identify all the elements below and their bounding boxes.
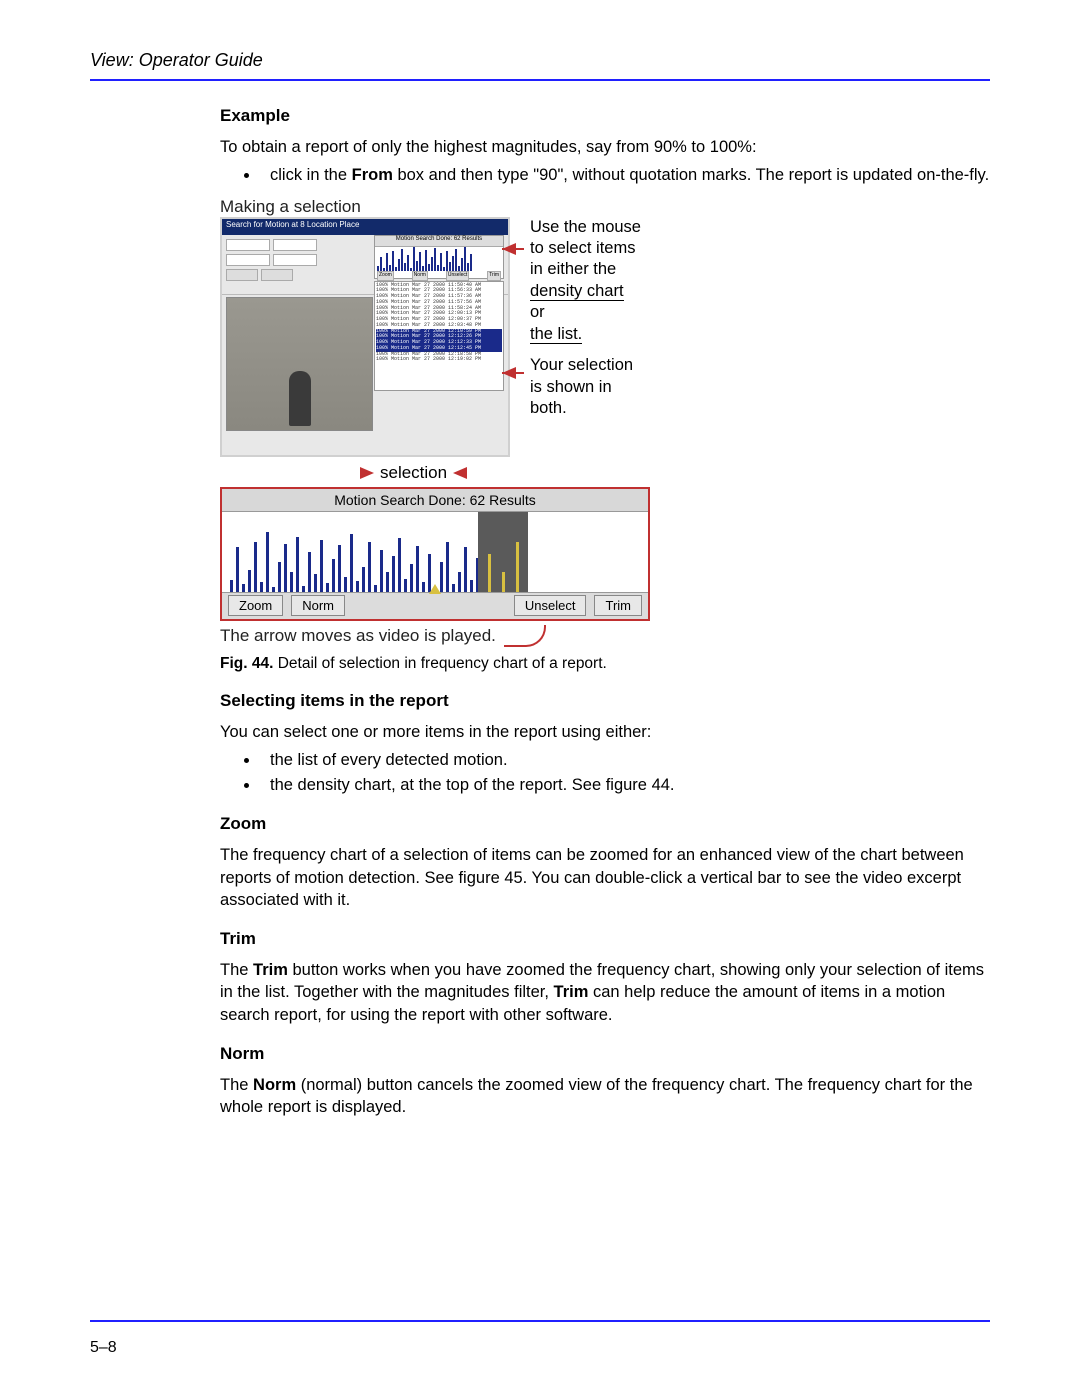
trim-button[interactable]: Trim: [594, 595, 642, 616]
caption-text: Detail of selection in frequency chart o…: [273, 655, 606, 672]
text: the list.: [530, 325, 582, 344]
selecting-bullet-2: the density chart, at the top of the rep…: [260, 774, 990, 796]
mini-unselect-button[interactable]: Unselect: [446, 271, 469, 281]
video-preview: [226, 297, 373, 431]
selected-bar: [516, 542, 519, 592]
arrow-line: [502, 248, 524, 250]
header-rule: [90, 79, 990, 81]
figure-caption: Fig. 44. Detail of selection in frequenc…: [220, 655, 990, 673]
bold-from: From: [352, 166, 393, 184]
chart-plot-area: [222, 512, 648, 593]
caption-number: Fig. 44.: [220, 655, 273, 672]
figure-label-making-selection: Making a selection: [220, 197, 740, 217]
chart-button-row: Zoom Norm Unselect Trim: [222, 593, 648, 619]
arrow-icon: [453, 467, 467, 479]
selecting-intro: You can select one or more items in the …: [220, 721, 990, 743]
text: (normal) button cancels the zoomed view …: [220, 1076, 973, 1116]
app-window-titlebar: Search for Motion at 8 Location Place: [222, 219, 508, 235]
example-bullet-1: click in the From box and then type "90"…: [260, 164, 990, 186]
heading-trim: Trim: [220, 929, 990, 949]
selection-band: [478, 512, 528, 592]
mini-chart-btns: Zoom Norm Unselect Trim: [375, 271, 503, 281]
text: Your selection: [530, 355, 690, 376]
text: Use the mouse: [530, 217, 690, 238]
mini-zoom-button[interactable]: Zoom: [377, 271, 394, 281]
selecting-bullets: the list of every detected motion. the d…: [260, 749, 990, 797]
running-head: View: Operator Guide: [90, 50, 990, 71]
mini-density-chart: Motion Search Done: 62 Results Zoom Norm…: [374, 235, 504, 279]
footer-rule: [90, 1320, 990, 1322]
arrow-line: [502, 372, 524, 374]
curved-arrow-icon: [504, 625, 546, 647]
heading-example: Example: [220, 106, 990, 126]
annotation-select-items: Use the mouse to select items in either …: [530, 217, 690, 346]
selected-bar: [488, 554, 491, 592]
example-bullets: click in the From box and then type "90"…: [260, 164, 990, 186]
norm-text: The Norm (normal) button cancels the zoo…: [220, 1074, 990, 1119]
density-chart-enlarged: Motion Search Done: 62 Results Zoom: [220, 487, 650, 621]
text: click in the: [270, 166, 352, 184]
mini-chart-bars: [375, 247, 503, 271]
app-bottom-controls: [226, 431, 504, 453]
selection-label-row: selection: [360, 463, 740, 483]
zoom-text: The frequency chart of a selection of it…: [220, 844, 990, 911]
page-number: 5–8: [90, 1339, 117, 1357]
content-column: Example To obtain a report of only the h…: [220, 106, 990, 1118]
heading-norm: Norm: [220, 1044, 990, 1064]
selected-bar: [502, 572, 505, 592]
bold-norm: Norm: [253, 1076, 296, 1094]
chart-bars: [222, 522, 648, 592]
document-page: View: Operator Guide Example To obtain a…: [0, 0, 1080, 1397]
annotation-selection-shown: Your selection is shown in both.: [530, 355, 690, 419]
text: density chart: [530, 282, 624, 301]
text: or: [530, 302, 690, 323]
playback-arrow-marker: [429, 584, 441, 594]
text: The: [220, 961, 253, 979]
bold-trim: Trim: [253, 961, 288, 979]
text: is shown in: [530, 377, 690, 398]
mini-trim-button[interactable]: Trim: [487, 271, 501, 281]
app-window-mock: Search for Motion at 8 Location Place Mo…: [220, 217, 510, 457]
arrow-moves-caption: The arrow moves as video is played.: [220, 625, 740, 647]
mini-chart-title: Motion Search Done: 62 Results: [375, 236, 503, 247]
figure-upper-row: Search for Motion at 8 Location Place Mo…: [220, 217, 740, 457]
heading-zoom: Zoom: [220, 814, 990, 834]
arrow-icon: [360, 467, 374, 479]
motion-list: 100% Motion Mar 27 2000 11:50:40 AM100% …: [374, 281, 504, 391]
text: to select items: [530, 238, 690, 259]
bold-trim: Trim: [554, 983, 589, 1001]
mini-norm-button[interactable]: Norm: [412, 271, 428, 281]
chart-title: Motion Search Done: 62 Results: [222, 489, 648, 512]
person-silhouette: [289, 371, 311, 426]
text: box and then type "90", without quotatio…: [393, 166, 989, 184]
text: The arrow moves as video is played.: [220, 626, 496, 646]
selection-label: selection: [380, 463, 447, 483]
example-intro: To obtain a report of only the highest m…: [220, 136, 990, 158]
figure-annotations: Use the mouse to select items in either …: [510, 217, 690, 457]
zoom-button[interactable]: Zoom: [228, 595, 283, 616]
unselect-button[interactable]: Unselect: [514, 595, 587, 616]
text: The: [220, 1076, 253, 1094]
figure-44: Making a selection Search for Motion at …: [220, 197, 990, 673]
trim-text: The Trim button works when you have zoom…: [220, 959, 990, 1026]
text: in either the: [530, 259, 690, 280]
heading-selecting: Selecting items in the report: [220, 691, 990, 711]
norm-button[interactable]: Norm: [291, 595, 345, 616]
selecting-bullet-1: the list of every detected motion.: [260, 749, 990, 771]
text: both.: [530, 398, 690, 419]
